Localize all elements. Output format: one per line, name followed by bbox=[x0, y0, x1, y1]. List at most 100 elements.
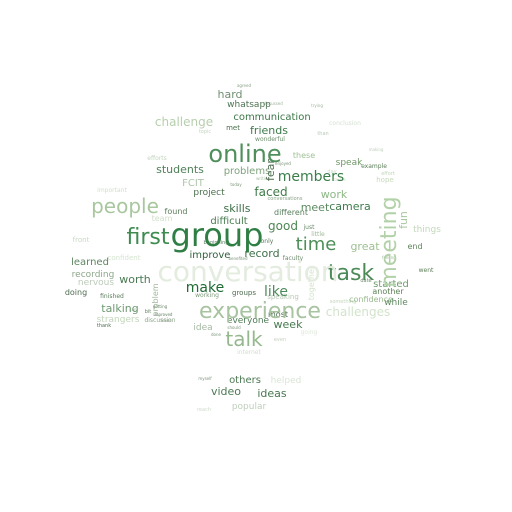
word-task: task bbox=[328, 261, 375, 286]
word-good: good bbox=[268, 219, 298, 233]
word-experience: experience bbox=[199, 299, 321, 324]
word-should: should bbox=[227, 325, 241, 330]
word-today: today bbox=[230, 182, 242, 187]
word-meet: meet bbox=[301, 201, 330, 214]
word-while: while bbox=[384, 298, 408, 308]
word-myself: myself bbox=[198, 376, 212, 381]
word-just: just bbox=[303, 224, 316, 231]
word-enjoyed: enjoyed bbox=[275, 161, 291, 166]
word-speaking: speaking bbox=[267, 293, 299, 301]
word-members: members bbox=[278, 169, 344, 185]
word-like: like bbox=[264, 284, 288, 300]
word-camera: camera bbox=[329, 200, 371, 213]
word-improve: improve bbox=[190, 250, 231, 261]
word-project: project bbox=[193, 188, 225, 198]
word-hard: hard bbox=[217, 88, 242, 101]
word-talking: talking bbox=[101, 302, 139, 315]
word-video: video bbox=[211, 385, 241, 398]
word-group: group bbox=[171, 216, 264, 254]
word-improved: improved bbox=[154, 312, 173, 317]
word-trying: trying bbox=[311, 103, 323, 108]
word-found: found bbox=[165, 207, 188, 216]
word-things: things bbox=[413, 225, 441, 235]
word-wonderful: wonderful bbox=[255, 136, 285, 143]
word-thank: thank bbox=[97, 323, 111, 329]
word-recording: recording bbox=[72, 270, 115, 280]
word-popular: popular bbox=[232, 402, 267, 412]
word-finished: finished bbox=[100, 293, 124, 300]
word-confidence: confidence bbox=[349, 295, 393, 304]
word-talk: talk bbox=[225, 327, 263, 351]
word-feeling: feeling bbox=[382, 255, 396, 260]
word-writing: writing bbox=[256, 176, 270, 181]
word-even: even bbox=[274, 337, 286, 343]
word-day: day bbox=[327, 169, 336, 175]
word-strangers: strangers bbox=[97, 315, 140, 325]
word-hope: hope bbox=[376, 176, 393, 184]
word-faculty: faculty bbox=[283, 255, 304, 262]
word-beginning: beginning bbox=[204, 240, 229, 246]
word-went: went bbox=[419, 267, 434, 274]
word-doing: doing bbox=[65, 288, 87, 297]
word-end: end bbox=[407, 242, 422, 251]
word-making: making bbox=[369, 147, 384, 152]
word-meeting: meeting bbox=[377, 196, 402, 287]
word-going: going bbox=[301, 329, 318, 336]
word-friends: friends bbox=[250, 124, 288, 137]
word-students: students bbox=[156, 163, 204, 176]
word-bit: bit bbox=[145, 309, 152, 315]
word-everyone: everyone bbox=[227, 316, 270, 326]
word-course: course bbox=[332, 177, 346, 182]
word-ideas: ideas bbox=[257, 387, 287, 400]
word-example: example bbox=[361, 163, 387, 170]
word-week: week bbox=[274, 318, 304, 331]
word-times: times bbox=[160, 318, 171, 323]
word-communication: communication bbox=[233, 112, 310, 123]
word-nervous: nervous bbox=[78, 278, 114, 288]
word-important: important bbox=[97, 187, 127, 194]
word-groups: groups bbox=[232, 289, 256, 297]
word-done: done bbox=[211, 332, 222, 337]
word-something: something bbox=[330, 299, 356, 305]
word-faced: faced bbox=[254, 185, 287, 199]
word-work: work bbox=[321, 188, 348, 201]
word-idea: idea bbox=[193, 323, 212, 333]
word-team: team bbox=[152, 214, 173, 223]
word-these: these bbox=[293, 151, 315, 160]
word-internet: internet bbox=[237, 349, 261, 356]
word-effort: effort bbox=[381, 171, 395, 177]
word-fun: fun bbox=[397, 211, 410, 229]
word-started: started bbox=[373, 279, 409, 290]
word-problems: problems bbox=[224, 166, 271, 177]
word-benefited: benefited bbox=[228, 256, 248, 261]
word-conversation: conversation bbox=[158, 255, 339, 288]
word-conversations: conversations bbox=[268, 196, 303, 202]
word-difficult: difficult bbox=[210, 216, 247, 227]
word-worth: worth bbox=[119, 273, 151, 286]
word-fear: fear bbox=[264, 159, 277, 181]
word-than: than bbox=[317, 131, 328, 137]
word-agreed: agreed bbox=[237, 83, 251, 88]
word-together: together bbox=[307, 265, 316, 300]
word-most: most bbox=[268, 310, 288, 319]
word-topic: topic bbox=[199, 129, 212, 135]
word-people: people bbox=[91, 194, 159, 218]
word-problem: problem bbox=[151, 283, 160, 316]
word-fcit: FCIT bbox=[182, 178, 205, 189]
word-met: met bbox=[226, 124, 240, 132]
word-skills: skills bbox=[223, 202, 250, 215]
word-working: working bbox=[195, 292, 219, 299]
word-discussion: discussion bbox=[144, 317, 175, 324]
word-challenge: challenge bbox=[155, 115, 213, 129]
word-conclusion: conclusion bbox=[329, 120, 361, 127]
word-confident: confident bbox=[108, 254, 141, 262]
word-record: record bbox=[244, 247, 279, 260]
word-whatsapp: whatsapp bbox=[227, 100, 271, 110]
word-speak: speak bbox=[336, 158, 363, 168]
word-front: front bbox=[73, 236, 90, 244]
word-helped: helped bbox=[271, 376, 302, 386]
word-learned: learned bbox=[71, 257, 109, 268]
word-challenges: challenges bbox=[326, 305, 390, 319]
word-getting: getting bbox=[153, 304, 168, 309]
